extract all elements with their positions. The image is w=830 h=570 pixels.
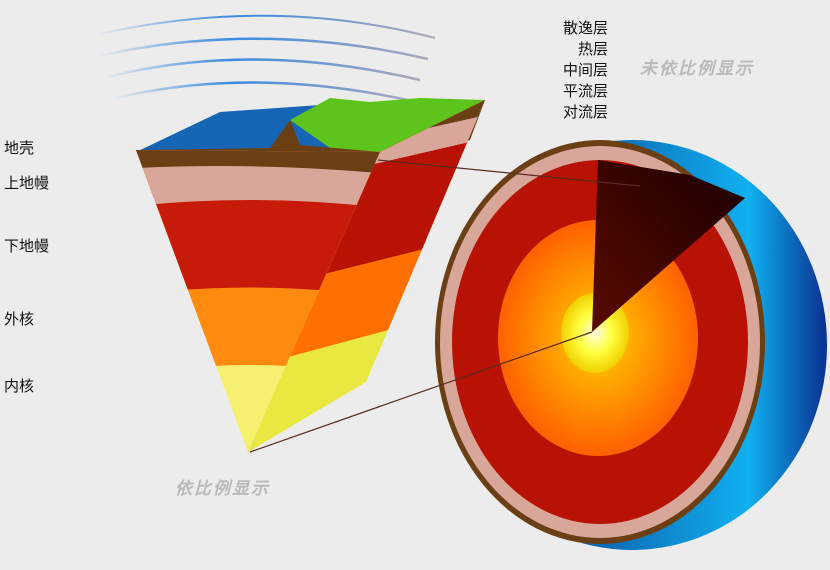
label-stratosphere: 平流层	[563, 82, 608, 100]
label-mesosphere: 中间层	[563, 61, 608, 79]
interior-label-group: 地壳 上地幔 下地幔 外核 内核	[4, 139, 243, 399]
label-inner-core: 内核	[4, 377, 34, 395]
atmosphere-arcs	[94, 14, 436, 103]
label-crust: 地壳	[4, 139, 34, 157]
label-exosphere: 散逸层	[563, 19, 608, 37]
projection-line-apex	[249, 331, 593, 453]
projection-line-top	[377, 159, 641, 187]
label-thermosphere: 热层	[578, 40, 608, 58]
earth-cross-section-disc	[435, 140, 827, 550]
to-scale-note: 依比例显示	[175, 479, 270, 499]
label-lower-mantle: 下地幔	[4, 237, 49, 255]
not-to-scale-note: 未依比例显示	[640, 59, 754, 79]
label-outer-core: 外核	[4, 310, 34, 328]
label-troposphere: 对流层	[563, 103, 608, 121]
label-upper-mantle: 上地幔	[4, 174, 49, 192]
atmosphere-label-group: 散逸层 热层 中间层 平流层 对流层	[400, 19, 608, 123]
